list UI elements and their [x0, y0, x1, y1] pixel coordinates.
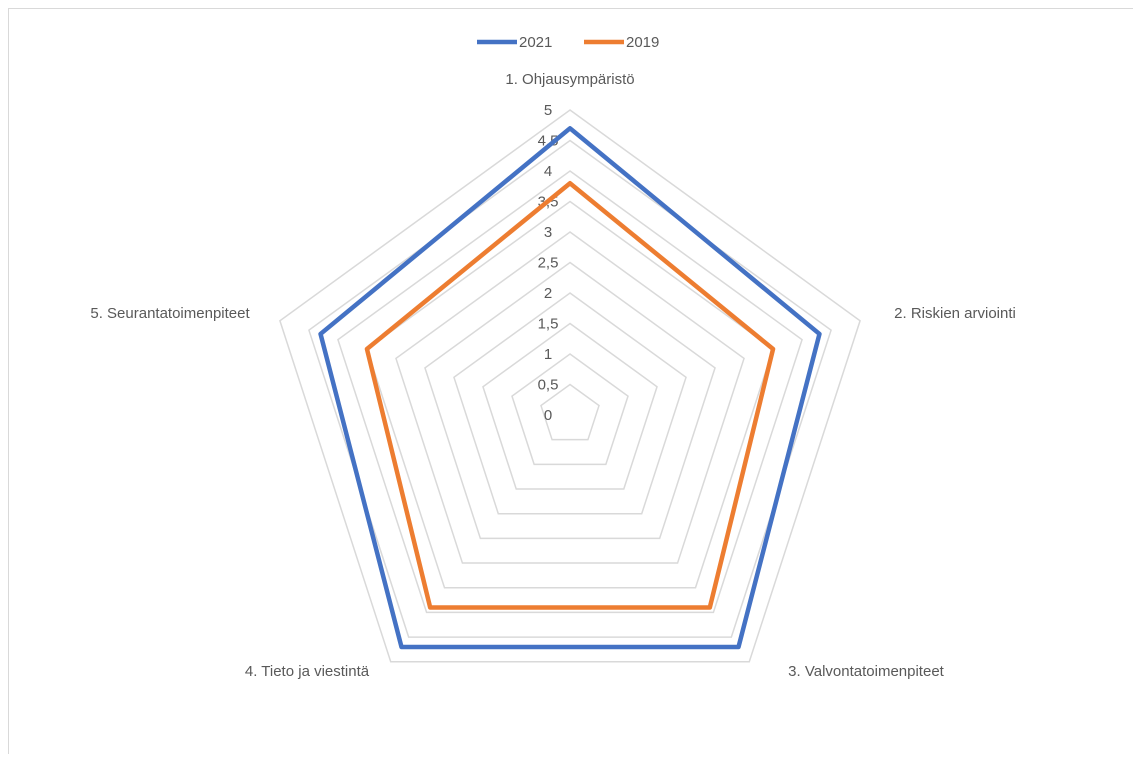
- series-layer: [318, 126, 822, 650]
- legend-label-2019: 2019: [626, 34, 659, 51]
- category-labels: 1. Ohjausympäristö 2. Riskien arviointi 3.…: [90, 71, 1016, 680]
- grid-ring: [424, 261, 716, 540]
- category-label: 2. Riskien arviointi: [894, 305, 1016, 322]
- grid-ring: [395, 231, 745, 564]
- tick-label: 1: [544, 346, 552, 363]
- tick-label: 5: [544, 102, 552, 119]
- category-label: 1. Ohjausympäristö: [505, 71, 634, 88]
- grid-ring: [366, 200, 774, 589]
- legend-label-2021: 2021: [519, 34, 552, 51]
- grid-rings: [279, 109, 861, 663]
- category-label: 3. Valvontatoimenpiteet: [788, 663, 944, 680]
- radial-axis-ticks: 00,511,522,533,544,55: [538, 102, 559, 424]
- series-line-2021: [318, 126, 822, 650]
- chart-area: [8, 8, 1133, 754]
- tick-label: 0,5: [538, 377, 559, 394]
- tick-label: 3: [544, 224, 552, 241]
- grid-ring: [453, 292, 687, 515]
- tick-label: 2: [544, 285, 552, 302]
- legend: 2021 2019: [477, 34, 659, 51]
- series-line-2019: [364, 180, 776, 610]
- grid-ring: [540, 383, 600, 441]
- grid-ring: [482, 322, 658, 490]
- grid-ring: [337, 170, 803, 614]
- grid-ring: [279, 109, 861, 663]
- category-label: 4. Tieto ja viestintä: [245, 663, 370, 680]
- tick-label: 1,5: [538, 316, 559, 333]
- tick-label: 4: [544, 163, 552, 180]
- grid-ring: [511, 353, 629, 466]
- tick-label: 2,5: [538, 255, 559, 272]
- category-label: 5. Seurantatoimenpiteet: [90, 305, 250, 322]
- tick-label: 4,5: [538, 133, 559, 150]
- tick-label: 0: [544, 407, 552, 424]
- grid-ring: [308, 139, 832, 638]
